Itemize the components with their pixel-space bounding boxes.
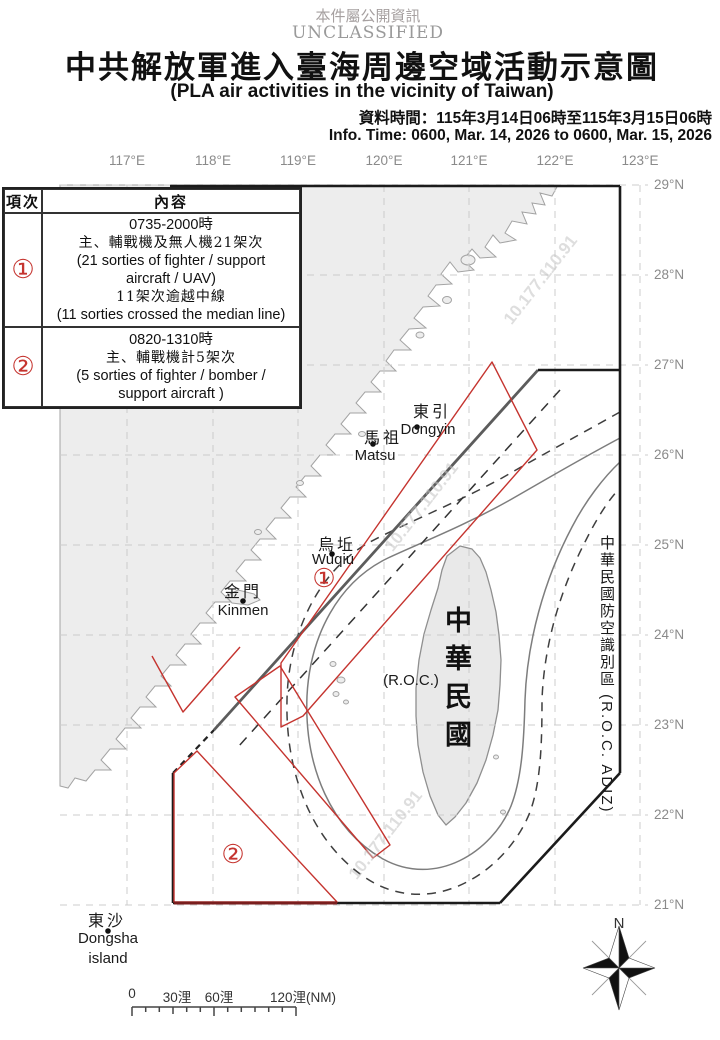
area-chevron (151, 646, 241, 713)
adiz-label: 中華民國防空識別區 (R.O.C. ADIZ) (598, 535, 615, 814)
lat-label: 21°N (654, 897, 685, 912)
area-1-marker: ① (312, 564, 336, 594)
kinmen-label-en: Kinmen (217, 602, 269, 619)
matsu-label-zh: 馬祖 (363, 428, 403, 447)
lat-label: 29°N (654, 177, 685, 192)
area-2-marker: ② (221, 840, 245, 870)
table-row-line: 主、輔戰機及無人機21架次 (78, 235, 264, 251)
lat-label: 25°N (654, 537, 685, 552)
lat-label: 22°N (654, 807, 685, 822)
area-2-band (234, 665, 391, 859)
circled-2: ② (11, 352, 35, 382)
lat-label: 23°N (654, 717, 685, 732)
lon-label: 122°E (536, 153, 574, 168)
lat-label: 24°N (654, 627, 685, 642)
wuqiu-dot (329, 551, 335, 557)
dongsha-label-en: Dongsha (77, 930, 139, 947)
lon-label: 121°E (450, 153, 488, 168)
table-header-item: 項次 (4, 189, 42, 213)
lat-label: 28°N (654, 267, 685, 282)
median-parallel-dashed-line (237, 389, 561, 748)
lon-label: 123°E (621, 153, 659, 168)
table-row-line: 0735-2000時 (129, 217, 213, 233)
roc-label-zh: 中華民國 (440, 606, 471, 758)
offshore-islands (225, 254, 506, 815)
scale-label-0: 0 (128, 986, 136, 1001)
lon-label: 120°E (365, 153, 403, 168)
table-row-line: support aircraft ) (118, 386, 224, 402)
taiwan-island (415, 545, 502, 826)
area-2-polygon (173, 750, 338, 903)
dongsha-dot (105, 928, 111, 934)
dongyin-dot (414, 424, 420, 430)
inner-contour-line (306, 437, 621, 870)
table-row-line: aircraft / UAV) (126, 271, 216, 287)
scale-label-120: 120浬(NM) (269, 990, 337, 1005)
table-row-1-content: 0735-2000時 主、輔戰機及無人機21架次 (21 sorties of … (42, 213, 300, 327)
table-row-2-num: ② (4, 327, 42, 407)
lat-label: 27°N (654, 357, 685, 372)
lon-label: 117°E (109, 153, 145, 168)
table-row-line: (5 sorties of fighter / bomber / (76, 368, 266, 384)
outer-dashed-contour (286, 411, 621, 895)
page-subtitle: (PLA air activities in the vicinity of T… (170, 81, 554, 102)
lon-label: 118°E (195, 153, 231, 168)
data-time-en: Info. Time: 0600, Mar. 14, 2026 to 0600,… (328, 127, 712, 144)
lat-label: 26°N (654, 447, 685, 462)
table-row-line: (11 sorties crossed the median line) (56, 307, 286, 323)
scale-label-60: 60浬 (204, 990, 234, 1005)
dongsha-label-zh: 東沙 (87, 911, 127, 930)
table-row-2-content: 0820-1310時 主、輔戰機計5架次 (5 sorties of fight… (42, 327, 300, 407)
dongsha-island-label: island (88, 950, 128, 967)
public-info-notice: 本件屬公開資訊 (315, 7, 421, 25)
kinmen-dot (240, 598, 246, 604)
dongyin-label-zh: 東引 (412, 402, 452, 421)
dongyin-label-en: Dongyin (400, 421, 456, 438)
activity-table: 項次 內容 ① 0735-2000時 主、輔戰機及無人機21架次 (21 sor… (2, 187, 302, 409)
classification-label: UNCLASSIFIED (291, 23, 445, 43)
table-row-line: 11架次逾越中線 (116, 289, 226, 305)
circled-1: ① (11, 255, 35, 285)
area-1-polygon (280, 361, 538, 728)
compass-rose (582, 925, 656, 1011)
scale-label-30: 30浬 (162, 990, 192, 1005)
data-time-zh: 資料時間：115年3月14日06時至115年3月15日06時 (358, 110, 712, 127)
table-row-line: 主、輔戰機計5架次 (106, 350, 236, 366)
matsu-dot (370, 441, 376, 447)
kinmen-label-zh: 金門 (223, 582, 263, 601)
page-title: 中共解放軍進入臺海周邊空域活動示意圖 (65, 50, 659, 86)
compass-north-label: N (613, 915, 625, 932)
scale-bar (131, 1006, 297, 1016)
median-line (212, 369, 540, 731)
matsu-label-en: Matsu (354, 447, 396, 464)
wuqiu-label-zh: 烏坵 (317, 535, 357, 554)
wuqiu-label-en: Wuqiu (311, 551, 355, 568)
place-dots (105, 424, 420, 934)
table-row-line: 0820-1310時 (129, 332, 213, 348)
table-row-1-num: ① (4, 213, 42, 327)
adiz-dashed-segment (172, 729, 215, 774)
lon-label: 119°E (280, 153, 316, 168)
roc-label-en: (R.O.C.) (383, 672, 439, 689)
table-header-content: 內容 (42, 189, 300, 213)
table-row-line: (21 sorties of fighter / support (76, 253, 266, 269)
